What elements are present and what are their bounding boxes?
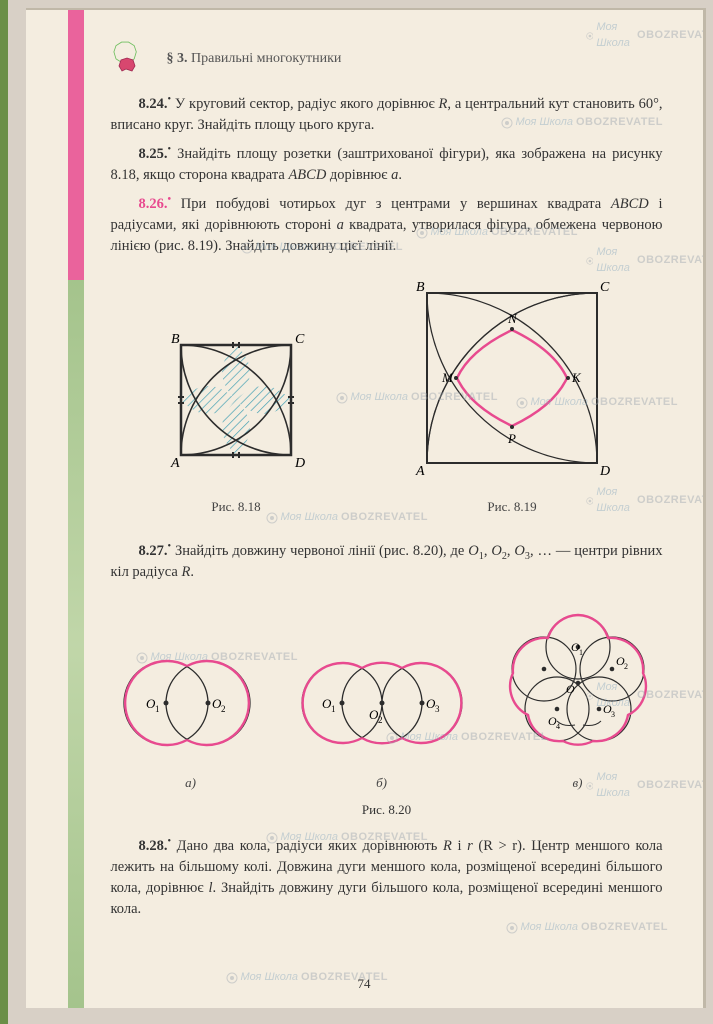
svg-text:B: B — [416, 280, 425, 295]
sublabel-v: в) — [493, 774, 663, 793]
svg-text:1: 1 — [579, 648, 583, 657]
svg-text:O: O — [566, 682, 575, 696]
svg-text:C: C — [600, 280, 610, 295]
svg-text:M: M — [441, 370, 454, 385]
label-C: C — [295, 332, 305, 347]
watermark: Моя Школа OBOZREVATEL — [506, 920, 668, 936]
spine-accent-pink — [68, 10, 84, 280]
label-D: D — [294, 456, 305, 471]
problem-8-24: 8.24.• У круговий сектор, радіус якого д… — [111, 94, 663, 136]
svg-text:P: P — [507, 431, 516, 446]
svg-text:1: 1 — [155, 704, 160, 714]
section-header: § 3. Правильні многокутники — [111, 38, 663, 80]
figure-8-19: B C A D N M K P Рис. 8.19 — [402, 275, 622, 517]
svg-text:2: 2 — [624, 662, 628, 671]
svg-text:3: 3 — [435, 704, 440, 714]
figure-8-20: O1 O2 а) O1 O2 O3 б) — [111, 603, 663, 793]
problem-8-27: 8.27.• Знайдіть довжину червоної лінії (… — [111, 541, 663, 583]
figure-8-18: B C A D Рис. 8.18 — [151, 315, 321, 517]
sublabel-a: а) — [111, 774, 271, 793]
spine-accent-green — [68, 280, 84, 1008]
section-title: § 3. Правильні многокутники — [167, 49, 342, 69]
label-A: A — [170, 456, 180, 471]
svg-text:3: 3 — [611, 710, 615, 719]
svg-text:K: K — [571, 370, 582, 385]
problem-8-28: 8.28.• Дано два кола, радіуси яких дорів… — [111, 836, 663, 920]
svg-text:1: 1 — [331, 704, 336, 714]
problem-8-25: 8.25.• Знайдіть площу розетки (заштрихов… — [111, 144, 663, 186]
figure-caption: Рис. 8.20 — [111, 801, 663, 820]
svg-text:2: 2 — [221, 704, 226, 714]
label-B: B — [171, 332, 180, 347]
figure-caption: Рис. 8.19 — [402, 498, 622, 517]
page-number: 74 — [358, 975, 371, 994]
polygon-icon — [111, 38, 153, 80]
svg-text:A: A — [415, 464, 425, 479]
sublabel-b: б) — [287, 774, 477, 793]
problem-8-26: 8.26.• При побудові чотирьох дуг з центр… — [111, 194, 663, 257]
svg-text:N: N — [507, 311, 518, 326]
svg-text:2: 2 — [378, 715, 383, 725]
svg-text:D: D — [599, 464, 610, 479]
figure-caption: Рис. 8.18 — [151, 498, 321, 517]
textbook-page: Моя Школа OBOZREVATELМоя Школа OBOZREVAT… — [26, 8, 706, 1008]
